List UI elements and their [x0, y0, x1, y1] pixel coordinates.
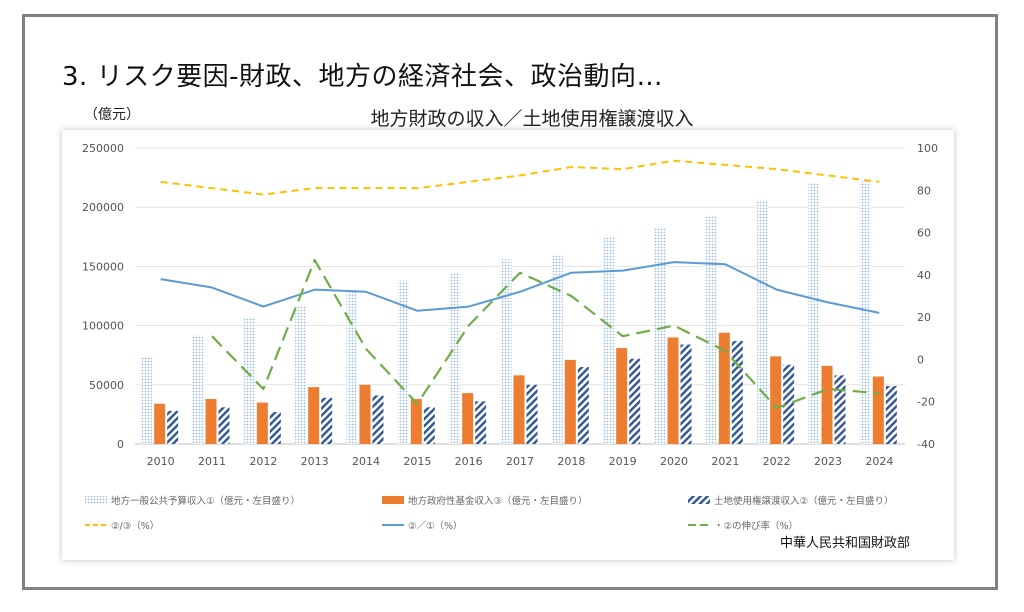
bar: [295, 305, 307, 444]
bar: [500, 259, 512, 444]
bar: [616, 348, 628, 444]
y2-tick-label: 60: [917, 227, 931, 240]
y-tick-label: 100000: [82, 320, 124, 333]
bar: [731, 340, 743, 444]
x-tick-label: 2011: [198, 455, 226, 468]
bar: [449, 272, 461, 444]
bar: [680, 344, 692, 444]
bar: [167, 410, 179, 444]
legend-label: 地方政府性基金収入③（億元・左目盛り）: [408, 495, 588, 507]
legend-swatch: [688, 496, 710, 504]
bar: [141, 357, 153, 444]
series-line: [160, 261, 880, 314]
y-tick-label: 0: [117, 438, 124, 451]
y-tick-label: 150000: [82, 260, 124, 273]
y2-tick-label: 80: [917, 184, 931, 197]
bar: [372, 395, 384, 444]
legend-label: ・②の伸び率（%）: [714, 520, 798, 532]
source-label: 中華人民共和国財政部: [780, 536, 911, 551]
y-tick-label: 250000: [82, 142, 124, 155]
bar: [256, 402, 268, 444]
bar: [654, 227, 666, 444]
x-tick-label: 2020: [660, 455, 688, 468]
y2-tick-label: 0: [917, 353, 924, 366]
y-tick-label: 50000: [89, 379, 124, 392]
legend-label: ②／①（%）: [408, 520, 463, 532]
bar: [526, 384, 538, 444]
x-tick-label: 2012: [249, 455, 277, 468]
bar: [667, 337, 679, 444]
bar: [462, 393, 474, 444]
bar: [243, 318, 255, 444]
legend-label: 地方一般公共予算収入①（億元・左目盛り）: [111, 495, 300, 507]
y2-tick-label: 100: [917, 142, 938, 155]
bar: [423, 407, 435, 444]
legend-label: ②/③（%）: [111, 520, 159, 532]
bar: [834, 375, 846, 444]
x-tick-label: 2015: [403, 455, 431, 468]
x-tick-label: 2018: [557, 455, 585, 468]
y2-tick-label: 40: [917, 269, 931, 282]
y2-tick-label: 20: [917, 311, 931, 324]
bar: [308, 387, 320, 444]
bar: [475, 401, 487, 444]
x-tick-label: 2023: [814, 455, 842, 468]
bar: [629, 358, 641, 444]
x-tick-label: 2016: [455, 455, 483, 468]
bar: [410, 399, 422, 444]
bar: [808, 183, 820, 444]
legend-label: 土地使用権譲渡収入②（億元・左目盛り）: [714, 495, 894, 507]
slide-heading: 3. リスク要因-財政、地方の経済社会、政治動向…: [62, 62, 663, 92]
x-tick-label: 2021: [711, 455, 739, 468]
bar: [218, 407, 230, 444]
bar: [770, 356, 782, 444]
x-tick-label: 2017: [506, 455, 534, 468]
y-tick-label: 200000: [82, 201, 124, 214]
bar: [718, 332, 730, 444]
x-tick-label: 2010: [147, 455, 175, 468]
unit-label: （億元）: [84, 107, 140, 123]
y2-tick-label: -40: [917, 438, 935, 451]
y2-tick-label: -20: [917, 396, 935, 409]
legend-swatch: [382, 496, 404, 504]
bar: [551, 255, 563, 444]
bar: [821, 365, 833, 444]
x-tick-label: 2014: [352, 455, 380, 468]
chart-title: 地方財政の収入／土地使用権譲渡収入: [370, 108, 694, 130]
bar: [872, 376, 884, 444]
bar: [783, 364, 795, 444]
bar: [269, 412, 281, 444]
bar: [757, 200, 769, 444]
bar: [192, 335, 204, 444]
bar: [397, 280, 409, 444]
x-tick-label: 2013: [301, 455, 329, 468]
tick-labels: 0 50000 100000 150000 200000 250000 -40 -20 0 20 4…: [82, 142, 938, 468]
bar: [577, 367, 589, 444]
series-line: [211, 258, 880, 410]
x-tick-label: 2024: [865, 455, 893, 468]
bar: [705, 215, 717, 444]
bar: [359, 384, 371, 444]
bar: [513, 375, 525, 444]
bar: [564, 359, 576, 444]
legend-swatch: [85, 496, 107, 504]
bar: [205, 399, 217, 444]
lines: [160, 159, 880, 410]
bar: [885, 385, 897, 444]
x-tick-label: 2022: [763, 455, 791, 468]
series-line: [160, 159, 880, 196]
bar: [321, 397, 333, 444]
bars: [141, 181, 897, 445]
legend: 地方一般公共予算収入①（億元・左目盛り） 地方政府性基金収入③（億元・左目盛り） 土…: [85, 495, 894, 532]
bar: [346, 292, 358, 444]
bar: [154, 403, 166, 444]
bar: [603, 236, 615, 444]
bar: [859, 181, 871, 445]
x-tick-label: 2019: [609, 455, 637, 468]
